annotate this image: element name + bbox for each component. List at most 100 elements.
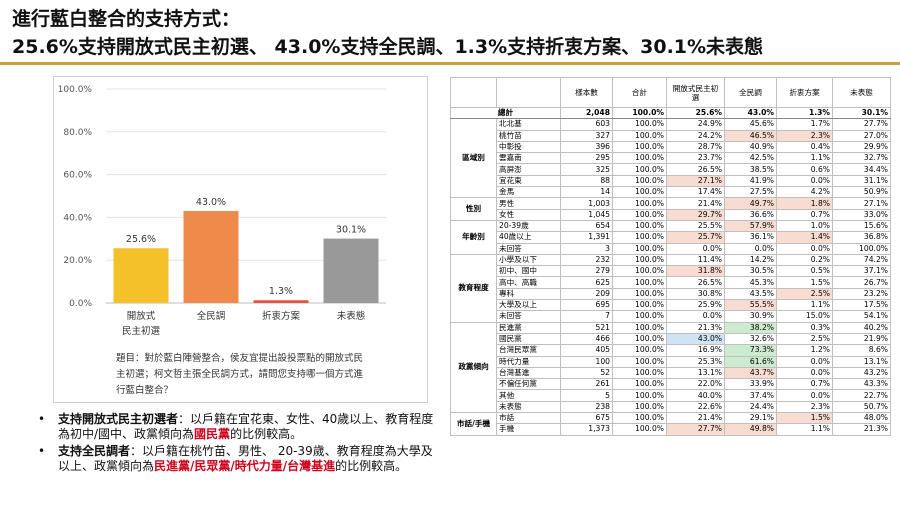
row-label: 手機 [496,423,561,436]
row-label: 市話 [496,412,561,425]
row-label: 20-39歲 [496,219,561,233]
survey-question: 題目：對於藍白陣營整合，侯友宜提出設投票點的開放式民主初選；柯文哲主張全民調方式… [116,353,364,396]
table-cell: 11.4% [666,253,725,267]
table-cell: 0.0% [724,242,777,255]
row-label: 高屏澎 [496,163,561,176]
finding-primary-election: • 支持開放式民主初選者：以戶籍在宜花東、女性、40歲以上、教育程度為初中/國中、… [36,412,436,442]
table-row-total: 總計 2,048 100.0% 25.6% 43.0% 1.3% 30.1% [450,106,891,120]
table-cell: 100.0% [612,299,667,312]
row-label: 北北基 [496,118,561,131]
table-cell: 232 [560,253,613,267]
bar [183,210,239,303]
header-open-primary: 開放式民主初選 [666,77,725,108]
table-cell: 100.0% [612,265,667,278]
table-cell: 100.0% [612,197,667,210]
table-cell: 100.0% [612,310,667,323]
table-cell: 33.9% [724,378,777,391]
table-cell: 100.0% [612,332,667,346]
header-undecided: 未表態 [832,77,891,108]
table-cell: 295 [560,152,613,165]
table-row: 性別 男性 1,003 100.0% 21.4% 49.7% 1.8% 27.1% [450,197,891,221]
table-row: 金馬 14 100.0% 17.4% 27.5% 4.2% 50.9% [451,186,891,199]
table-cell: 50.9% [832,186,891,199]
table-cell: 100.0% [612,287,667,301]
table-cell: 43.3% [832,378,891,391]
table-cell: 25.9% [666,299,725,312]
table-cell: 49.8% [724,423,777,436]
table-cell: 0.0% [776,389,833,402]
table-row: 年齡別 20-39歲 654 100.0% 25.5% 57.9% 1.0% 15.6% [450,219,891,255]
table-row: 桃竹苗 327 100.0% 24.2% 46.5% 2.3% 27.0% [451,129,891,142]
page-title-line2: 25.6%支持開放式民主初選、 43.0%支持全民調、1.3%支持折衷方案、30… [12,36,764,58]
table-cell: 1.7% [776,118,833,131]
table-cell: 41.9% [724,174,777,188]
table-header-row: 樣本數 合計 開放式民主初選 全民調 折衷方案 未表態 [450,77,891,108]
table-cell: 29.7% [666,208,725,221]
table-cell: 7 [560,310,613,323]
table-cell: 21.9% [832,332,891,346]
table-cell: 100.0% [612,400,667,414]
table-cell: 100.0% [832,242,891,255]
finding-highlight: 民進黨/民眾黨/時代力量/台灣基進 [154,459,336,473]
table-cell: 14 [560,186,613,199]
table-row: 宜花東 88 100.0% 27.1% 41.9% 0.0% 31.1% [451,174,891,188]
table-cell: 61.6% [724,355,777,368]
table-cell: 603 [560,118,613,131]
table-cell: 15.6% [832,219,891,233]
table-cell: 0.7% [776,208,833,221]
table-row: 高屏澎 325 100.0% 26.5% 38.5% 0.6% 34.4% [451,163,891,176]
table-cell: 34.4% [832,163,891,176]
row-label: 女性 [496,208,561,221]
table-row: 政黨傾向 民進黨 521 100.0% 21.3% 38.2% 0.3% 40.2% [450,321,891,414]
table-cell: 2.5% [776,287,833,301]
table-cell: 100.0% [612,355,667,368]
table-cell: 26.5% [666,276,725,289]
table-row: 時代力量 100 100.0% 25.3% 61.6% 0.0% 13.1% [451,355,891,368]
row-label: 民進黨 [496,321,561,334]
row-label: 男性 [496,197,561,210]
table-cell: 40.2% [832,321,891,334]
table-cell: 27.0% [832,129,891,142]
table-cell: 26.7% [832,276,891,289]
findings-list: • 支持開放式民主初選者：以戶籍在宜花東、女性、40歲以上、教育程度為初中/國中、… [36,412,436,476]
row-label: 未回答 [496,310,561,323]
bullet-icon: • [38,412,46,426]
table-row: 高中、高職 625 100.0% 26.5% 45.3% 1.5% 26.7% [451,276,891,289]
table-cell: 24.9% [666,118,725,131]
group-label: 性別 [450,197,497,221]
table-row: 手機 1,373 100.0% 27.7% 49.8% 1.1% 21.3% [451,423,891,436]
data-label: 25.6% [126,234,156,245]
row-label: 國民黨 [496,332,561,346]
table-cell: 0.0% [776,366,833,380]
table-cell: 625 [560,276,613,289]
table-cell: 40.0% [666,389,725,402]
table-cell: 100.0% [612,321,667,334]
table-cell: 25.5% [666,219,725,233]
crosstab-panel: 樣本數 合計 開放式民主初選 全民調 折衷方案 未表態 總計 2,048 100.0… [450,77,891,436]
header-blank [496,77,561,108]
finding-highlight: 國民黨 [194,427,231,441]
table-row: 市話/手機 市話 675 100.0% 21.4% 29.1% 1.5% 48.0% [450,412,891,436]
table-cell: 396 [560,140,613,154]
table-cell: 100.0% [612,219,667,233]
table-cell: 5 [560,389,613,402]
table-cell: 57.9% [724,219,777,233]
table-cell: 17.5% [832,299,891,312]
table-cell: 100.0% [612,253,667,267]
table-cell: 45.3% [724,276,777,289]
table-cell: 100.0% [612,140,667,154]
table-row: 未回答 7 100.0% 0.0% 30.9% 15.0% 54.1% [451,310,891,323]
table-cell: 21.3% [832,423,891,436]
row-label: 時代力量 [496,355,561,368]
table-cell: 261 [560,378,613,391]
table-cell: 32.6% [724,332,777,346]
finding-tail: 的比例較高。 [230,427,303,441]
table-cell: 521 [560,321,613,334]
header-full-poll: 全民調 [724,77,777,108]
table-cell: 42.5% [724,152,777,165]
table-cell: 100.0% [612,163,667,176]
table-cell: 43.0% [666,332,725,346]
table-cell: 13.1% [832,355,891,368]
table-cell: 52 [560,366,613,380]
table-cell: 24.4% [724,400,777,414]
